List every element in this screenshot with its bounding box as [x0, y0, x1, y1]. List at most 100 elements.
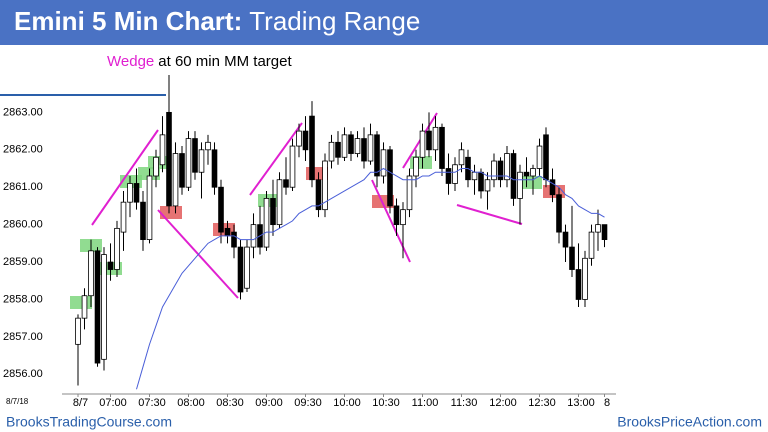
candle-body: [289, 145, 296, 188]
wedge-line: [456, 204, 523, 225]
candle-body: [387, 149, 393, 207]
candle-body: [536, 145, 543, 169]
candle-body: [517, 171, 523, 199]
candle-body: [491, 160, 497, 181]
candle-body: [192, 138, 198, 173]
candle-body: [549, 179, 556, 196]
wedge-lines: [91, 112, 523, 299]
x-tick-label: 11:00: [412, 397, 439, 409]
wedge-line: [249, 122, 303, 196]
title-bar: [0, 0, 768, 45]
chart-subtitle: Trading Range: [249, 6, 420, 36]
x-tick-label: 13:00: [567, 397, 595, 409]
candle-body: [309, 115, 315, 181]
candle-body: [556, 194, 562, 233]
wedge-line: [371, 179, 411, 263]
candle-body: [393, 205, 400, 226]
x-tick-label: 12:30: [528, 397, 556, 409]
candle-body: [179, 153, 185, 188]
candle-body: [530, 168, 536, 177]
candle-body: [348, 134, 354, 154]
x-tick-label: 10:00: [333, 397, 361, 409]
candle-body: [380, 149, 387, 177]
candle-body: [120, 201, 127, 233]
candle-body: [81, 295, 88, 319]
candle-body: [445, 168, 452, 184]
x-tick-label: 09:00: [255, 397, 283, 409]
candle-body: [543, 134, 549, 181]
candle-body: [588, 231, 595, 259]
candle-body: [569, 246, 575, 270]
candle-body: [458, 149, 465, 166]
x-tick-label: 09:30: [294, 397, 322, 409]
candle-body: [406, 175, 413, 211]
candle-body: [400, 209, 406, 226]
annotation: Wedge: [107, 53, 154, 70]
annotation: at 60 min MM target: [158, 53, 292, 70]
candle-body: [205, 141, 211, 151]
moving-average: [136, 167, 605, 390]
candle-body: [166, 111, 172, 207]
candle-body: [88, 250, 94, 297]
y-tick-label: 2857.00: [3, 331, 43, 343]
candle-body: [114, 227, 120, 270]
y-tick-label: 2863.00: [3, 106, 43, 118]
red-box: [160, 206, 182, 219]
y-tick-label: 2860.00: [3, 219, 43, 231]
candle-body: [452, 164, 458, 184]
footer-right: BrooksPriceAction.com: [617, 414, 762, 430]
candle-body: [276, 179, 283, 226]
candle-body: [523, 171, 530, 177]
candle-body: [419, 130, 426, 158]
x-tick-label: 07:30: [138, 397, 166, 409]
candle-body: [341, 134, 348, 158]
candle-body: [374, 134, 380, 177]
candle-body: [426, 130, 432, 151]
candle-body: [478, 171, 484, 192]
candle-body: [211, 149, 218, 188]
candle-body: [413, 156, 419, 177]
candle-body: [218, 186, 224, 233]
candle-body: [231, 231, 237, 248]
candle-body: [263, 198, 270, 248]
candle-body: [224, 227, 231, 237]
candle-body: [439, 126, 445, 169]
candle-body: [237, 246, 244, 293]
candle-body: [582, 257, 588, 300]
candle-body: [575, 269, 582, 300]
green-box: [70, 296, 92, 309]
wedge-line: [157, 209, 239, 299]
candle-body: [322, 160, 328, 211]
candle-body: [127, 183, 133, 203]
candle-body: [244, 246, 250, 289]
candle-body: [432, 126, 439, 151]
candle-body: [595, 224, 601, 233]
x-tick-label: 07:00: [99, 397, 127, 409]
x-tick-label: 11:30: [451, 397, 478, 409]
candle-body: [484, 179, 491, 192]
y-tick-label: 2858.00: [3, 293, 43, 305]
candle-body: [328, 141, 335, 162]
candle-body: [510, 153, 517, 199]
y-tick-label: 2861.00: [3, 181, 43, 193]
candle-body: [361, 138, 367, 162]
candle-body: [471, 171, 478, 181]
candle-body: [497, 160, 504, 181]
candle-body: [198, 149, 205, 173]
candle-body: [296, 130, 302, 147]
y-tick-label: 2862.00: [3, 144, 43, 156]
y-tick-label: 2859.00: [3, 256, 43, 268]
candle-body: [107, 261, 114, 270]
candle-body: [562, 231, 569, 248]
candle-body: [504, 153, 510, 181]
candle-body: [159, 134, 166, 166]
candle-body: [133, 183, 140, 203]
candle-body: [302, 130, 309, 151]
y-tick-label: 2856.00: [3, 368, 43, 380]
candle-body: [146, 175, 153, 240]
x-tick-label: 08:30: [216, 397, 244, 409]
candle-body: [250, 224, 257, 248]
footer-left: BrooksTradingCourse.com: [6, 414, 172, 430]
x-tick-label: 08:00: [177, 397, 205, 409]
